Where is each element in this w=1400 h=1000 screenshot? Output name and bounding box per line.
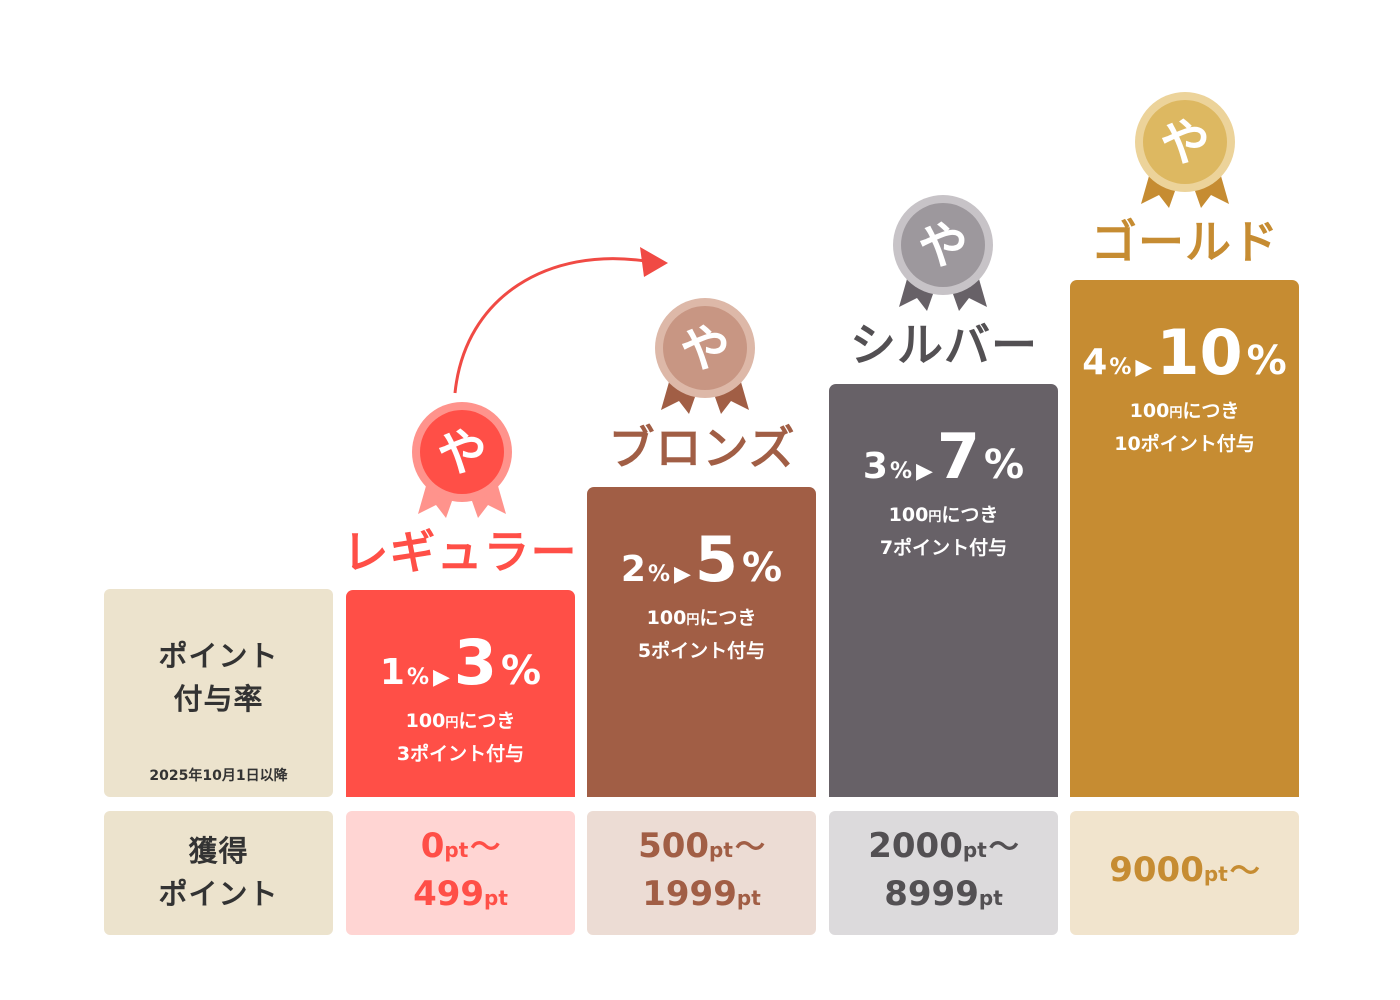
tier-name-bronze: ブロンズ [608, 421, 796, 475]
tier-bar-bronze: 2 % ▶ 5 % 100円につき 5ポイント付与 [587, 487, 816, 797]
rate-description: 100円につき 3ポイント付与 [396, 710, 525, 765]
range-box-regular: 0pt〜 499pt [346, 811, 575, 935]
rate-effective-date: 2025年10月1日以降 [149, 768, 288, 784]
arrow-icon: ▶ [915, 459, 933, 484]
upgrade-arrow-icon [453, 247, 668, 394]
gold-medal-icon: や [1135, 92, 1235, 208]
arrow-icon: ▶ [432, 665, 450, 690]
range-box-silver: 2000pt〜 8999pt [829, 811, 1058, 935]
rate-label-line1: ポイント [158, 639, 279, 673]
tier-name-gold: ゴールド [1091, 215, 1279, 269]
rate-change: 3 % ▶ 7 % [862, 420, 1025, 493]
tier-name-regular: レギュラー [342, 525, 578, 579]
rate-description: 100円につき 7ポイント付与 [879, 504, 1008, 559]
range-box-gold: 9000pt〜 [1070, 811, 1299, 935]
svg-text:や: や [437, 424, 487, 482]
range-line2: 1999pt [642, 874, 761, 914]
rate-description: 100円につき 10ポイント付与 [1114, 400, 1255, 455]
rate-label-box: ポイント 付与率 2025年10月1日以降 [104, 589, 333, 797]
earned-label-line2: ポイント [158, 877, 279, 911]
tier-bar-gold: 4 % ▶ 10 % 100円につき 10ポイント付与 [1070, 280, 1299, 797]
bronze-medal-icon: や [655, 298, 755, 414]
range-line2: 499pt [413, 874, 508, 914]
range-line1: 9000pt〜 [1109, 850, 1260, 890]
range-line1: 500pt〜 [638, 826, 765, 866]
arrow-icon: ▶ [673, 562, 691, 587]
rate-description: 100円につき 5ポイント付与 [637, 607, 766, 662]
svg-text:や: や [918, 217, 968, 275]
rate-label-line2: 付与率 [173, 682, 264, 716]
range-line2: 8999pt [884, 874, 1003, 914]
svg-text:や: や [680, 320, 730, 378]
regular-medal-icon: や [412, 402, 512, 518]
silver-medal-icon: や [893, 195, 993, 311]
rate-change: 2 % ▶ 5 % [620, 523, 783, 596]
earned-label-box: 獲得 ポイント [104, 811, 333, 935]
tier-name-silver: シルバー [850, 318, 1038, 372]
arrow-icon: ▶ [1135, 355, 1153, 380]
range-line1: 2000pt〜 [868, 826, 1019, 866]
range-line1: 0pt〜 [420, 826, 501, 866]
rate-change: 1 % ▶ 3 % [379, 626, 542, 699]
tier-bar-silver: 3 % ▶ 7 % 100円につき 7ポイント付与 [829, 384, 1058, 797]
earned-label-line1: 獲得 [188, 834, 249, 868]
rate-change: 4 % ▶ 10 % [1082, 316, 1287, 389]
tier-bar-regular: 1 % ▶ 3 % 100円につき 3ポイント付与 [346, 590, 575, 797]
svg-text:や: や [1160, 114, 1210, 172]
range-box-bronze: 500pt〜 1999pt [587, 811, 816, 935]
